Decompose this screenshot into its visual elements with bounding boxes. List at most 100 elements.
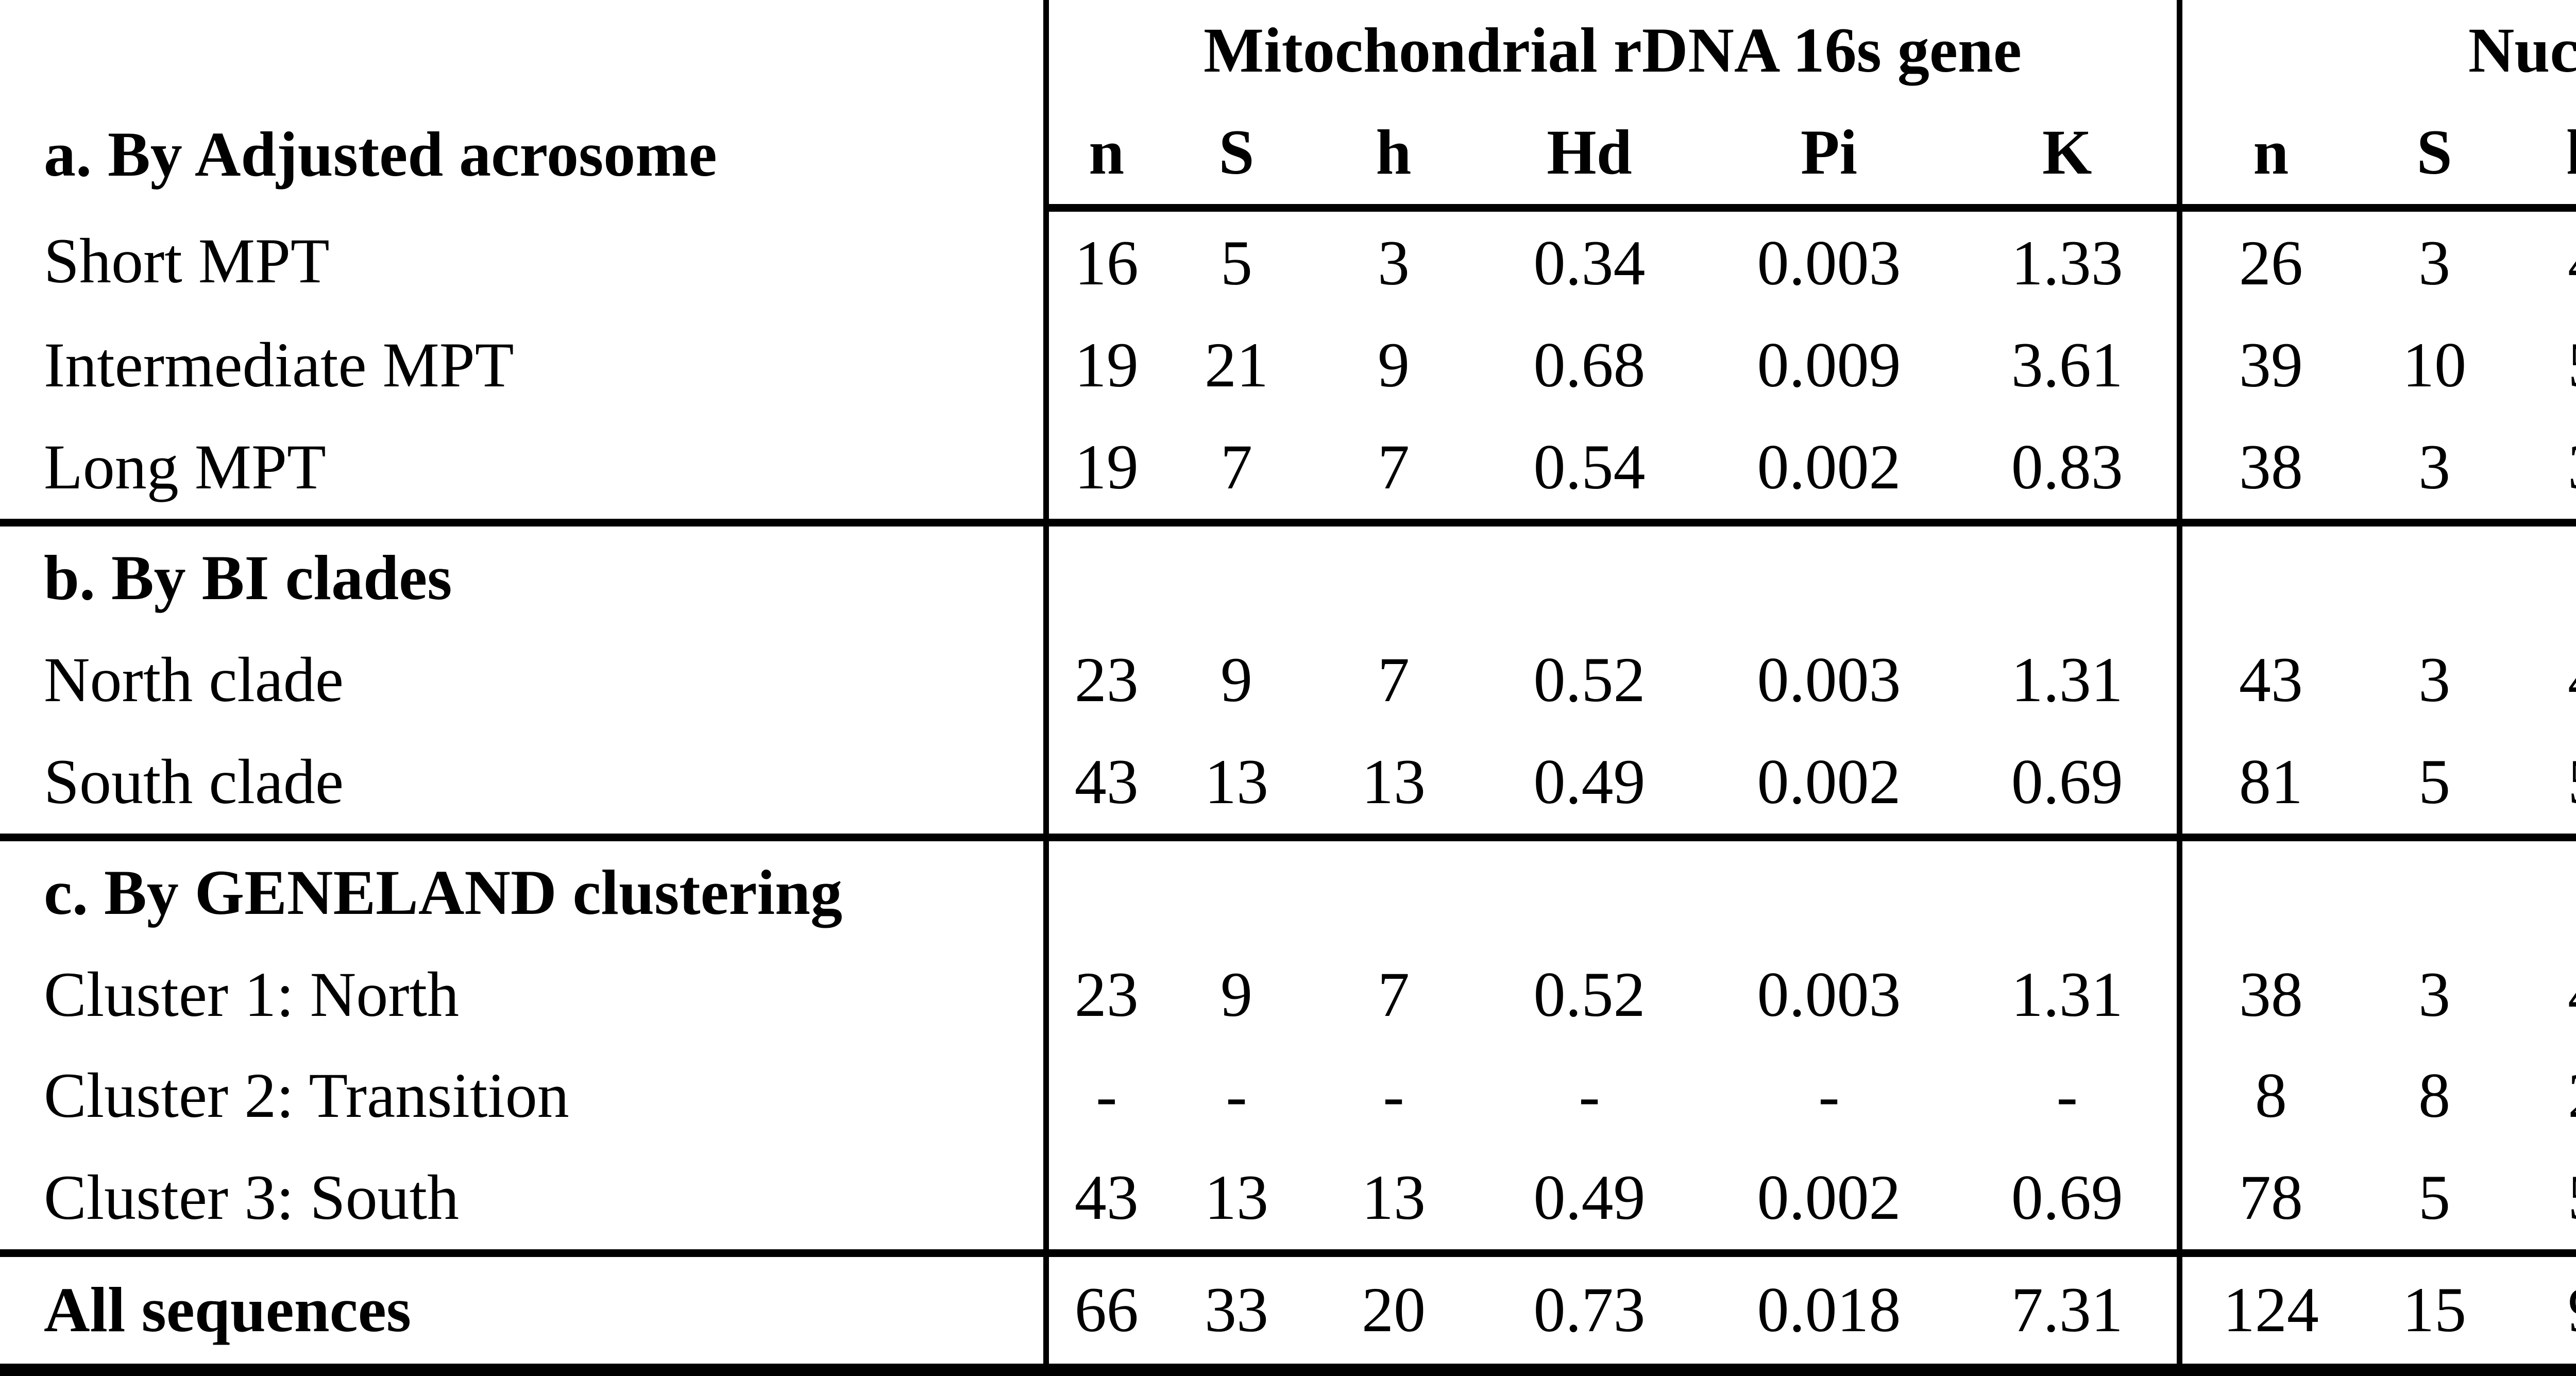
stat-cell: 1.33 — [2011, 227, 2123, 298]
stat-cell: 7.31 — [1958, 1249, 2180, 1376]
stat-cell: 0.83 — [2011, 431, 2123, 502]
column-header-s: S — [1164, 100, 1309, 212]
stat-cell: 9 — [1378, 329, 1410, 400]
column-header-h: h — [2509, 100, 2576, 212]
stat-cell — [1043, 518, 1164, 630]
stat-cell: 1.31 — [2011, 644, 2123, 715]
stat-cell: 0.003 — [1757, 227, 1901, 298]
column-header-s: S — [2360, 100, 2510, 212]
stat-cell: 5 — [2509, 1146, 2576, 1253]
stat-cell: 4 — [2509, 944, 2576, 1045]
stat-cell: 7 — [1378, 644, 1410, 715]
stat-cell: 0.018 — [1700, 1249, 1958, 1376]
stat-cell — [2176, 518, 2360, 630]
row-label: Long MPT — [44, 431, 326, 502]
row-label: Cluster 3: South — [44, 1162, 460, 1233]
nuclear-gene-header: Nuclear rRNA 28s gene — [2176, 0, 2576, 101]
stat-cell: 0.49 — [1533, 1162, 1646, 1233]
column-header-h: h — [1309, 100, 1479, 212]
stat-cell: 9 — [1221, 959, 1252, 1030]
column-header-row: a. By Adjusted acrosome n S h Hd Pi K n … — [0, 100, 2576, 212]
stat-cell: 33 — [1164, 1249, 1309, 1376]
stat-cell: 9 — [2509, 1249, 2576, 1376]
stat-cell: 5 — [2509, 315, 2576, 416]
corner-cell — [0, 0, 1046, 101]
stat-cell — [2509, 518, 2576, 630]
stat-cell — [1700, 833, 1958, 945]
stat-cell: 21 — [1205, 329, 1268, 400]
row-label: Cluster 2: Transition — [44, 1060, 569, 1131]
stat-cell — [1043, 833, 1164, 945]
stat-cell — [1479, 518, 1700, 630]
stat-cell: 81 — [2176, 730, 2360, 838]
row-section-b: b. By BI clades — [0, 518, 2576, 630]
stat-cell: 0.003 — [1757, 959, 1901, 1030]
stat-cell: 4 — [2509, 630, 2576, 731]
stat-cell: 3 — [2418, 431, 2451, 502]
column-header-pi: Pi — [1700, 100, 1958, 212]
row-label: South clade — [44, 746, 344, 817]
gene-group-header-row: Mitochondrial rDNA 16s gene Nuclear rRNA… — [0, 0, 2576, 101]
stat-cell: - — [1383, 1060, 1404, 1131]
stat-cell: 1.31 — [2011, 959, 2123, 1030]
row-all-sequences: All sequences 66 33 20 0.73 0.018 7.31 1… — [0, 1249, 2576, 1376]
stat-cell: 3 — [2509, 416, 2576, 523]
section-a-header: a. By Adjusted acrosome — [44, 118, 717, 190]
row-label: Short MPT — [44, 226, 330, 297]
stat-cell: 0.69 — [2011, 1162, 2123, 1233]
stat-cell: 26 — [2176, 208, 2360, 315]
stat-cell: 0.52 — [1533, 959, 1646, 1030]
stat-cell: 23 — [1043, 944, 1164, 1045]
row-cluster-2-transition: Cluster 2: Transition - - - - - - 8 8 2 … — [0, 1045, 2576, 1146]
stat-cell: 16 — [1043, 208, 1164, 315]
stat-cell: 8 — [2176, 1045, 2360, 1146]
stat-cell: 38 — [2176, 944, 2360, 1045]
stat-cell: 10 — [2402, 329, 2467, 400]
column-header-n: n — [2176, 100, 2360, 212]
stat-cell: 0.003 — [1757, 644, 1901, 715]
stat-cell: 3 — [2418, 227, 2451, 298]
stat-cell: 0.002 — [1757, 431, 1901, 502]
stat-cell: 5 — [2418, 1162, 2451, 1233]
section-c-header: c. By GENELAND clustering — [0, 833, 1046, 945]
stat-cell: 43 — [1043, 1146, 1164, 1253]
stat-cell — [1700, 518, 1958, 630]
stat-cell — [1479, 833, 1700, 945]
stat-cell: 9 — [1221, 644, 1252, 715]
stat-cell: 3 — [2418, 644, 2451, 715]
column-header-n: n — [1043, 100, 1164, 212]
stat-cell — [2360, 833, 2510, 945]
stat-cell: 39 — [2176, 315, 2360, 416]
stat-cell: 3 — [2418, 959, 2451, 1030]
stat-cell — [1164, 518, 1309, 630]
stat-cell — [2176, 833, 2360, 945]
stat-cell: 0.34 — [1533, 227, 1646, 298]
row-cluster-3-south: Cluster 3: South 43 13 13 0.49 0.002 0.6… — [0, 1146, 2576, 1253]
stat-cell — [1958, 833, 2180, 945]
stat-cell: - — [1818, 1060, 1840, 1131]
row-south-clade: South clade 43 13 13 0.49 0.002 0.69 81 … — [0, 730, 2576, 838]
stat-cell: 7 — [1378, 959, 1410, 1030]
row-label: North clade — [44, 644, 344, 715]
stat-cell — [1309, 833, 1479, 945]
row-long-mpt: Long MPT 19 7 7 0.54 0.002 0.83 38 3 3 0… — [0, 415, 2576, 523]
column-header-k: K — [1958, 100, 2180, 212]
stat-cell: 3 — [1378, 227, 1410, 298]
stat-cell: 23 — [1043, 630, 1164, 731]
stat-cell: 0.73 — [1479, 1249, 1700, 1376]
stat-cell — [1309, 518, 1479, 630]
stat-cell: 0.52 — [1533, 644, 1646, 715]
stat-cell: - — [1043, 1045, 1164, 1146]
row-label: Intermediate MPT — [44, 329, 514, 400]
stat-cell: 13 — [1205, 746, 1268, 817]
section-b-header: b. By BI clades — [0, 518, 1046, 630]
stat-cell: 0.009 — [1757, 329, 1901, 400]
stat-cell: 38 — [2176, 415, 2360, 523]
row-cluster-1-north: Cluster 1: North 23 9 7 0.52 0.003 1.31 … — [0, 944, 2576, 1045]
stat-cell: 13 — [1362, 746, 1426, 817]
stat-cell: 20 — [1309, 1249, 1479, 1376]
stat-cell — [2360, 518, 2510, 630]
stat-cell: 2 — [2509, 1045, 2576, 1146]
stat-cell: 0.49 — [1533, 746, 1646, 817]
